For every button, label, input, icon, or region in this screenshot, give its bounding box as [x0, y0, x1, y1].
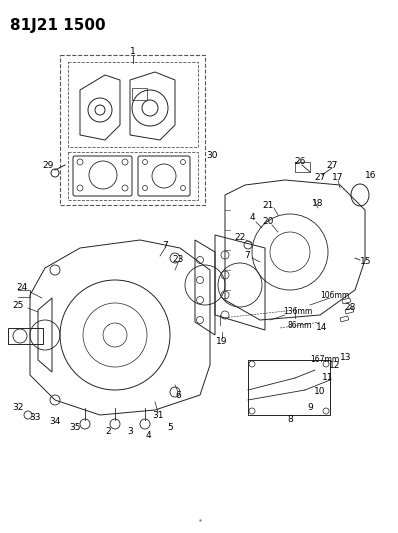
Text: 33: 33	[29, 414, 41, 423]
Text: 20: 20	[262, 217, 274, 227]
Text: 29: 29	[42, 160, 54, 169]
Text: 26: 26	[294, 157, 306, 166]
Bar	[340, 316, 349, 322]
Text: 34: 34	[49, 417, 60, 426]
Bar	[60, 55, 205, 205]
Text: 18: 18	[312, 198, 324, 207]
Text: 32: 32	[12, 403, 24, 413]
Bar	[132, 88, 147, 100]
Text: 106mm: 106mm	[320, 290, 349, 300]
Text: 21: 21	[262, 200, 274, 209]
Bar	[342, 298, 351, 304]
Text: 19: 19	[216, 337, 228, 346]
Bar	[68, 152, 198, 200]
Text: 3: 3	[127, 427, 133, 437]
Text: 24: 24	[16, 284, 27, 293]
Text: 86mm: 86mm	[288, 320, 312, 329]
Text: 2: 2	[105, 427, 111, 437]
Text: 30: 30	[206, 150, 218, 159]
Text: 12: 12	[329, 360, 341, 369]
Text: 6: 6	[175, 391, 181, 400]
Bar	[8, 328, 43, 344]
Text: 17: 17	[332, 174, 344, 182]
Text: 4: 4	[249, 214, 255, 222]
Text: 5: 5	[167, 424, 173, 432]
Bar	[345, 308, 354, 314]
Text: 11: 11	[322, 374, 334, 383]
Text: 28: 28	[344, 303, 356, 312]
Text: 31: 31	[152, 410, 164, 419]
Text: 27: 27	[326, 160, 338, 169]
Text: 13: 13	[340, 353, 352, 362]
Text: 25: 25	[12, 301, 24, 310]
Text: 167mm: 167mm	[310, 356, 339, 365]
Text: 10: 10	[314, 387, 326, 397]
Text: 81J21 1500: 81J21 1500	[10, 18, 105, 33]
Text: 15: 15	[360, 257, 372, 266]
Text: 27: 27	[314, 174, 326, 182]
Text: 14: 14	[316, 324, 328, 333]
Bar	[68, 62, 198, 147]
Text: 35: 35	[69, 424, 81, 432]
Text: 22: 22	[234, 233, 246, 243]
Text: 23: 23	[172, 255, 184, 264]
Text: 7: 7	[162, 240, 168, 249]
Text: 4: 4	[145, 431, 151, 440]
Text: 16: 16	[365, 171, 377, 180]
Text: 9: 9	[307, 403, 313, 413]
Text: 1: 1	[130, 47, 136, 56]
Text: 8: 8	[287, 416, 293, 424]
Text: 136mm: 136mm	[283, 308, 312, 317]
Text: 7: 7	[244, 251, 250, 260]
